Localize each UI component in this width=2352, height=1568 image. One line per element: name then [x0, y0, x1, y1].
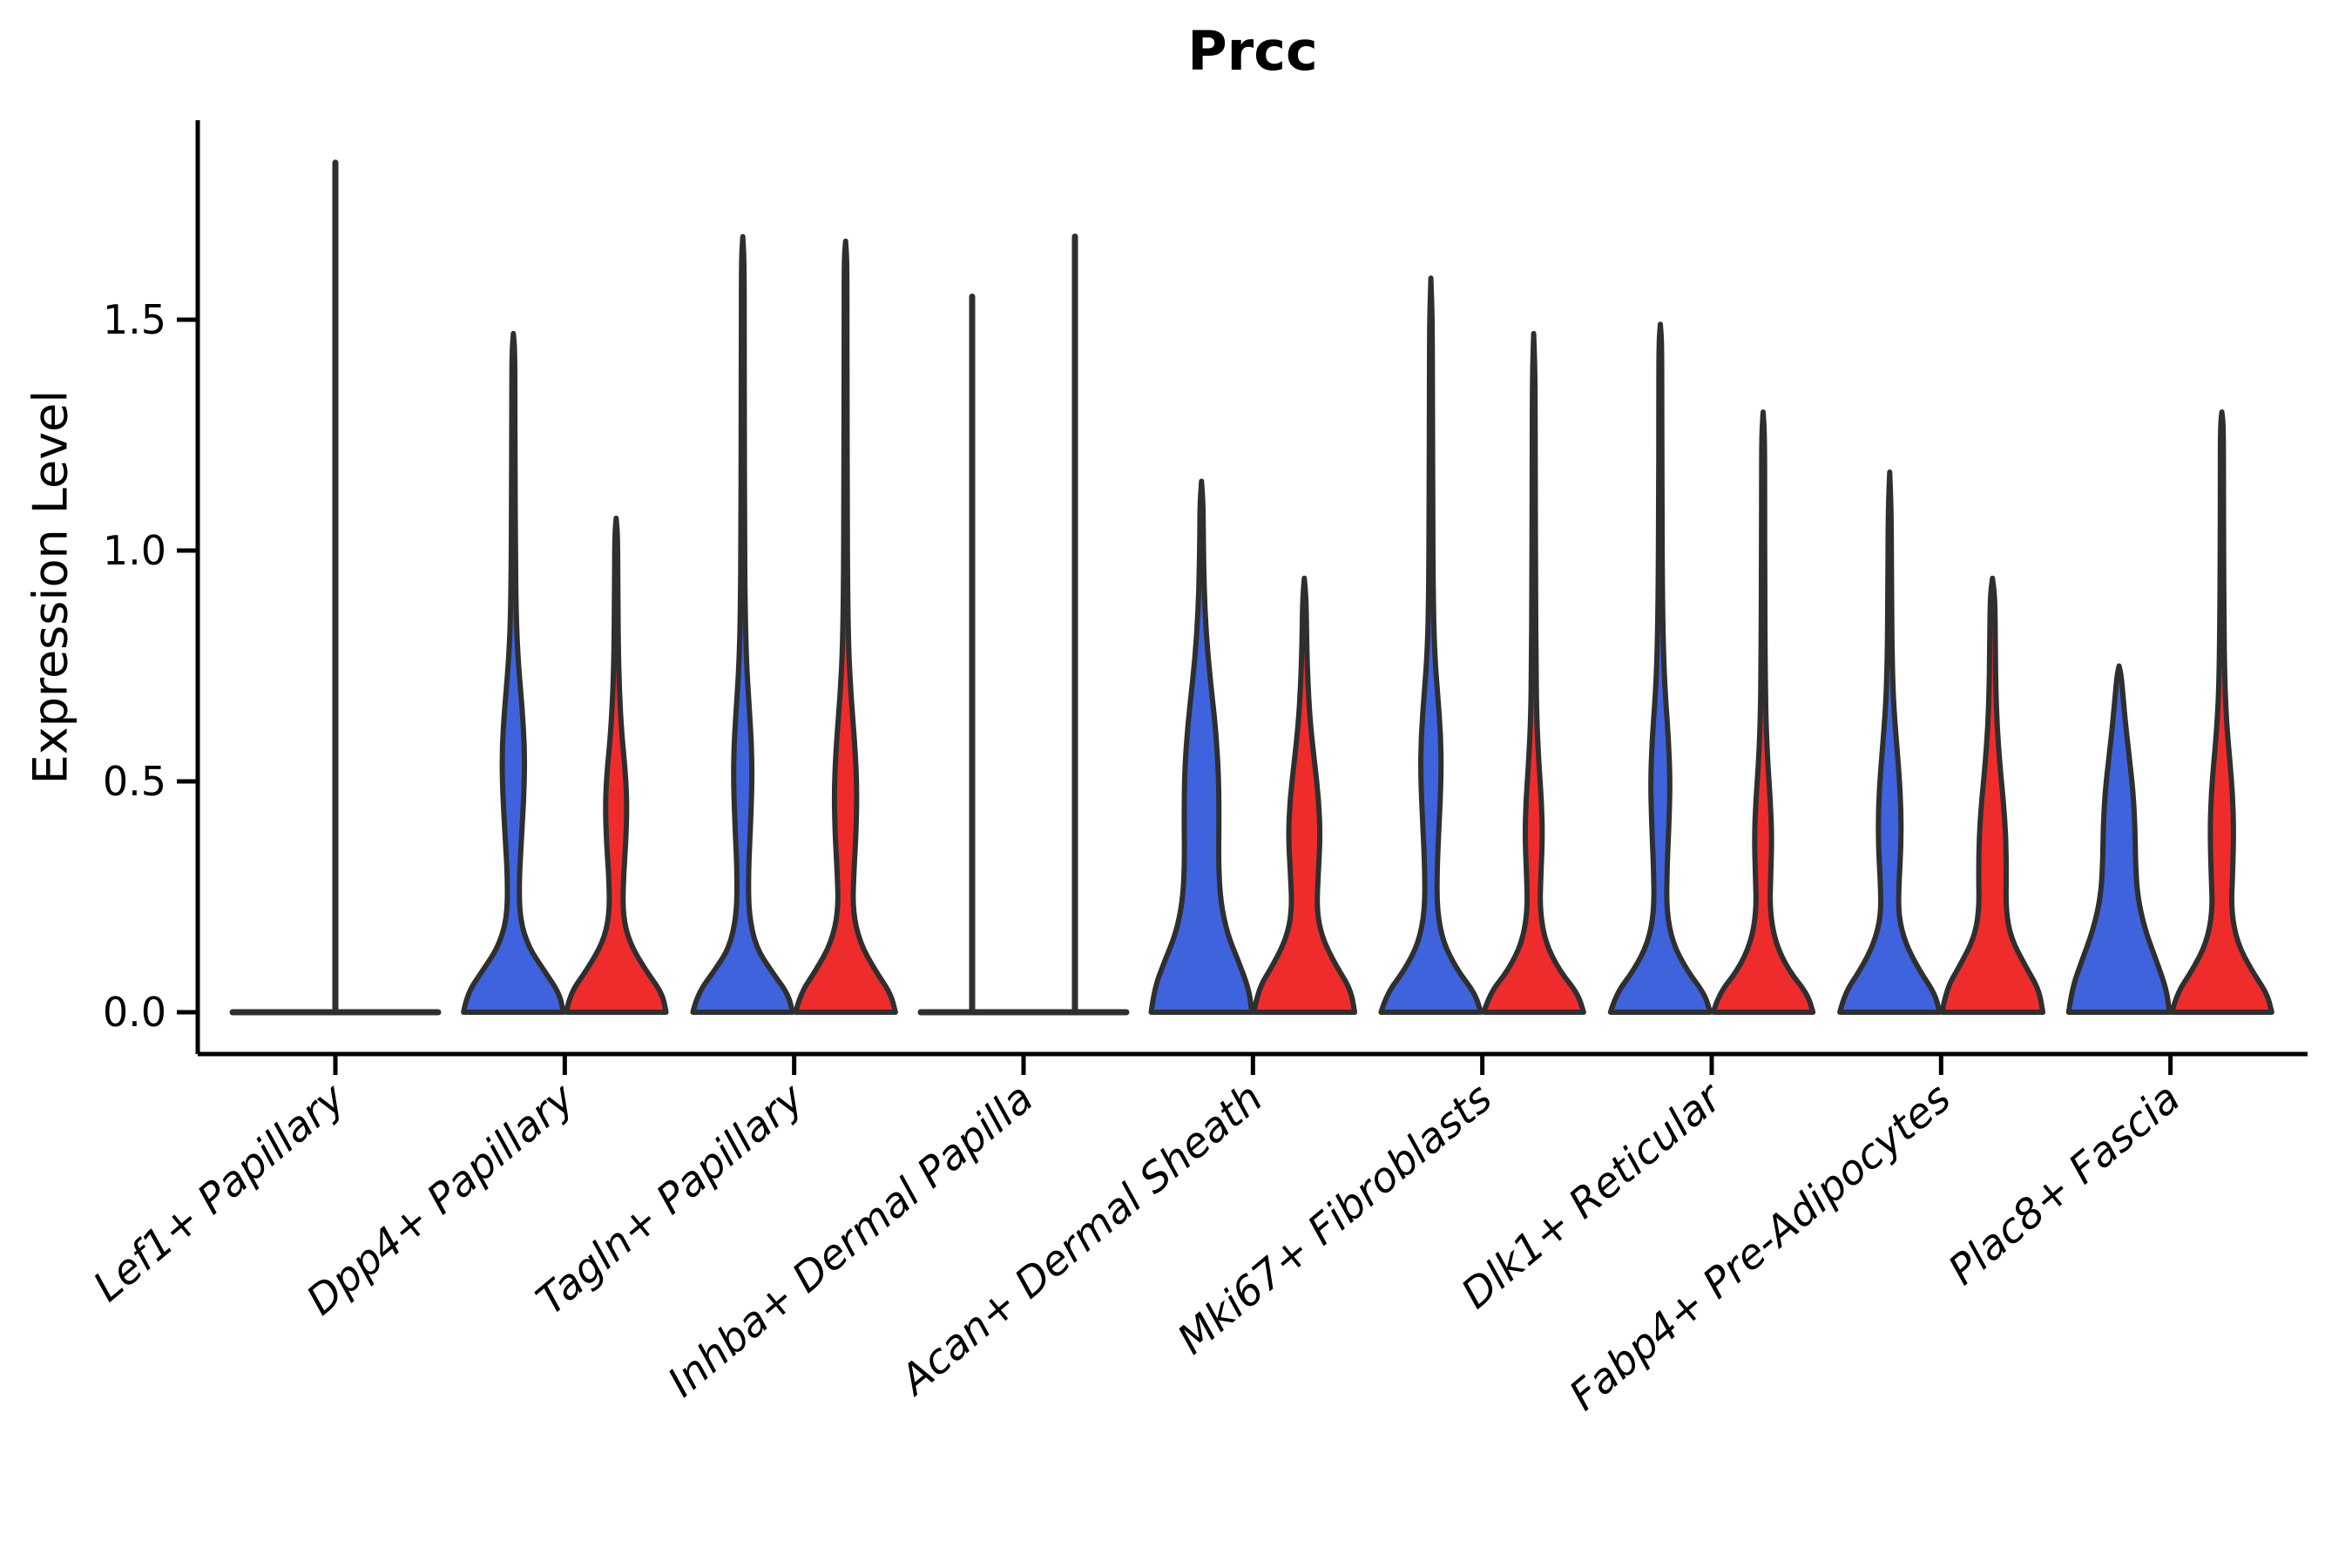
violin-mki67-fibroblasts-red: [1481, 330, 1586, 1015]
chart-title: Prcc: [1187, 19, 1318, 83]
y-tick-label: 0.5: [103, 758, 166, 805]
violin-mki67-fibroblasts-blue: [1378, 275, 1484, 1015]
x-tick-label: Inhba+ Dermal Papilla: [659, 1074, 1043, 1407]
violin-plac8-fascia-blue: [2065, 663, 2173, 1015]
y-axis-label: Expression Level: [23, 389, 78, 785]
violin-dlk1-reticular-blue: [1607, 321, 1713, 1015]
x-tick-label: Acan+ Dermal Sheath: [889, 1074, 1272, 1406]
violin-fabp4-pre-adipocytes-blue: [1837, 469, 1943, 1015]
violin-tagln-papillary-red: [793, 238, 898, 1015]
x-tick-label: Plac8+ Fascia: [1940, 1074, 2190, 1294]
y-tick-label: 1.0: [103, 527, 166, 574]
violin-tagln-papillary-blue: [690, 233, 795, 1015]
violin-dpp4-papillary-red: [564, 515, 669, 1015]
x-tick-label: Fabp4+ Pre-Adipocytes: [1561, 1074, 1961, 1420]
violin-acan-dermal-sheath-blue: [1148, 478, 1255, 1015]
violin-dlk1-reticular-red: [1710, 409, 1816, 1015]
y-tick-label: 0.0: [103, 989, 166, 1036]
y-tick-label: 1.5: [103, 296, 166, 343]
violin-acan-dermal-sheath-red: [1251, 575, 1358, 1015]
violin-plac8-fascia-red: [2169, 409, 2274, 1015]
violin-fabp4-pre-adipocytes-red: [1939, 575, 2046, 1015]
violin-dpp4-papillary-blue: [461, 330, 566, 1015]
